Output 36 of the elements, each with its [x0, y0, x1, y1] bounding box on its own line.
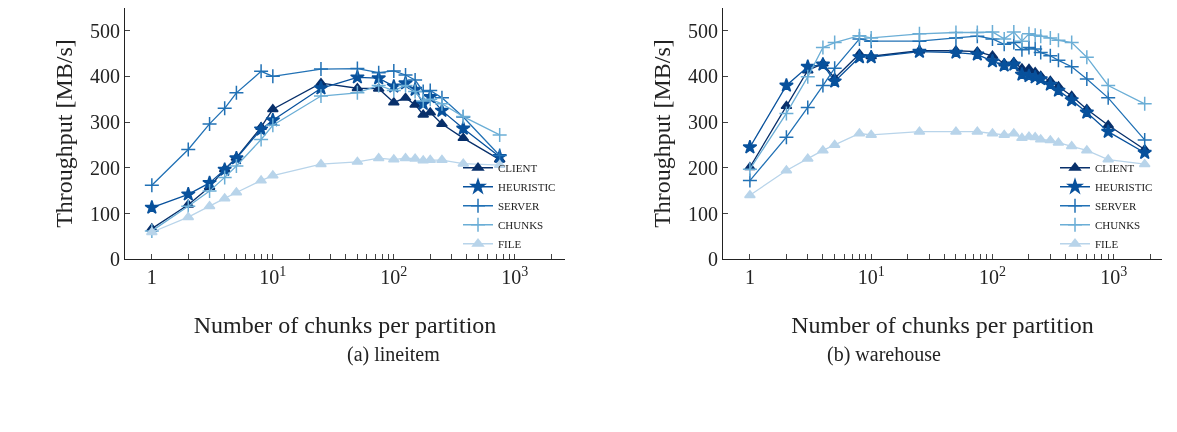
x-tick-label: 10$^{3}$	[501, 263, 529, 289]
x-tick-label: 10$^{2}$	[978, 263, 1006, 289]
legend-label: CLIENT	[498, 162, 538, 175]
text: (b) warehouse	[827, 343, 941, 366]
legend-label: HEURISTIC	[498, 181, 556, 194]
y-tick-label: 500	[90, 19, 120, 42]
y-tick-label: 200	[90, 156, 120, 179]
legend-label: CLIENT	[1095, 162, 1135, 175]
y-axis-title: Throughput [MB/s]	[51, 39, 78, 228]
y-tick-label: 100	[90, 202, 120, 225]
x-tick-label: 1	[744, 266, 755, 289]
y-axis-title: Throughput [MB/s]	[649, 39, 676, 228]
y-tick-label: 300	[90, 111, 120, 134]
x-tick-label: 10$^{3}$	[1100, 263, 1128, 289]
legend-label: FILE	[498, 238, 522, 251]
y-tick-label: 300	[688, 111, 718, 134]
y-tick-label: 0	[708, 248, 718, 271]
y-tick-label: 400	[688, 65, 718, 88]
x-tick-label: 10$^{2}$	[380, 263, 408, 289]
legend-label: FILE	[1095, 238, 1119, 251]
y-tick-label: 200	[688, 156, 718, 179]
legend-label: SERVER	[498, 200, 540, 213]
y-tick-label: 400	[90, 65, 120, 88]
y-tick-label: 100	[688, 202, 718, 225]
x-axis-title: Number of chunks per partition	[193, 311, 497, 338]
legend-label: CHUNKS	[498, 219, 544, 232]
y-tick-label: 0	[110, 248, 120, 271]
x-tick-label: 1	[146, 266, 157, 289]
y-tick-label: 500	[688, 19, 718, 42]
x-tick-label: 10$^{1}$	[259, 263, 287, 289]
legend-label: HEURISTIC	[1095, 181, 1153, 194]
legend-label: SERVER	[1095, 200, 1137, 213]
text: (a) lineitem	[347, 343, 441, 366]
x-tick-label: 10$^{1}$	[857, 263, 885, 289]
x-axis-title: Number of chunks per partition	[791, 311, 1094, 338]
legend-label: CHUNKS	[1095, 219, 1141, 232]
